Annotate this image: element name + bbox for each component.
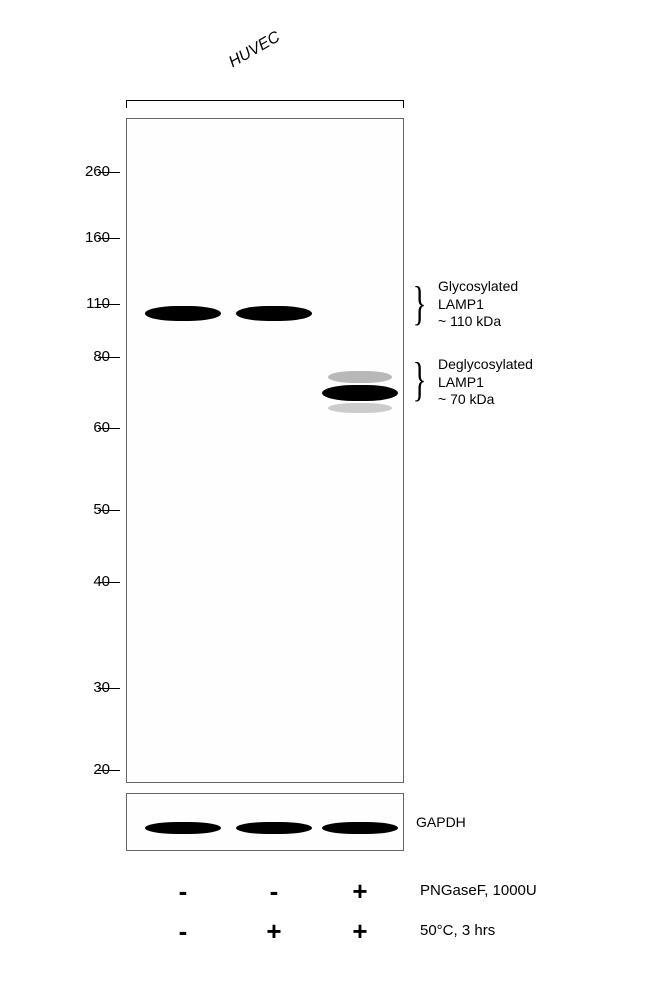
band <box>236 822 312 834</box>
condition-symbol: - <box>168 916 198 947</box>
sample-bracket <box>126 100 404 108</box>
condition-symbol: + <box>345 876 375 907</box>
mw-tick <box>98 304 120 305</box>
condition-symbol: - <box>168 876 198 907</box>
glycosylated-brace: } <box>413 280 427 328</box>
main-blot <box>126 118 404 783</box>
mw-tick <box>98 428 120 429</box>
condition-symbol: + <box>259 916 289 947</box>
mw-tick <box>98 172 120 173</box>
gapdh-label: GAPDH <box>416 814 466 832</box>
mw-tick <box>98 238 120 239</box>
band <box>145 822 221 834</box>
band <box>236 306 312 321</box>
mw-tick <box>98 688 120 689</box>
band-smear <box>328 403 392 413</box>
glycosylated-label: GlycosylatedLAMP1~ 110 kDa <box>438 278 518 331</box>
band <box>145 306 221 321</box>
mw-tick <box>98 357 120 358</box>
deglycosylated-brace: } <box>413 356 427 404</box>
mw-tick <box>98 582 120 583</box>
mw-tick <box>98 770 120 771</box>
condition-label: PNGaseF, 1000U <box>420 882 537 899</box>
condition-label: 50°C, 3 hrs <box>420 922 495 939</box>
sample-label: HUVEC <box>226 28 284 72</box>
deglycosylated-label: DeglycosylatedLAMP1~ 70 kDa <box>438 356 533 409</box>
band-smear <box>328 371 392 383</box>
mw-tick <box>98 510 120 511</box>
band <box>322 822 398 834</box>
condition-symbol: - <box>259 876 289 907</box>
band <box>322 385 398 401</box>
condition-symbol: + <box>345 916 375 947</box>
